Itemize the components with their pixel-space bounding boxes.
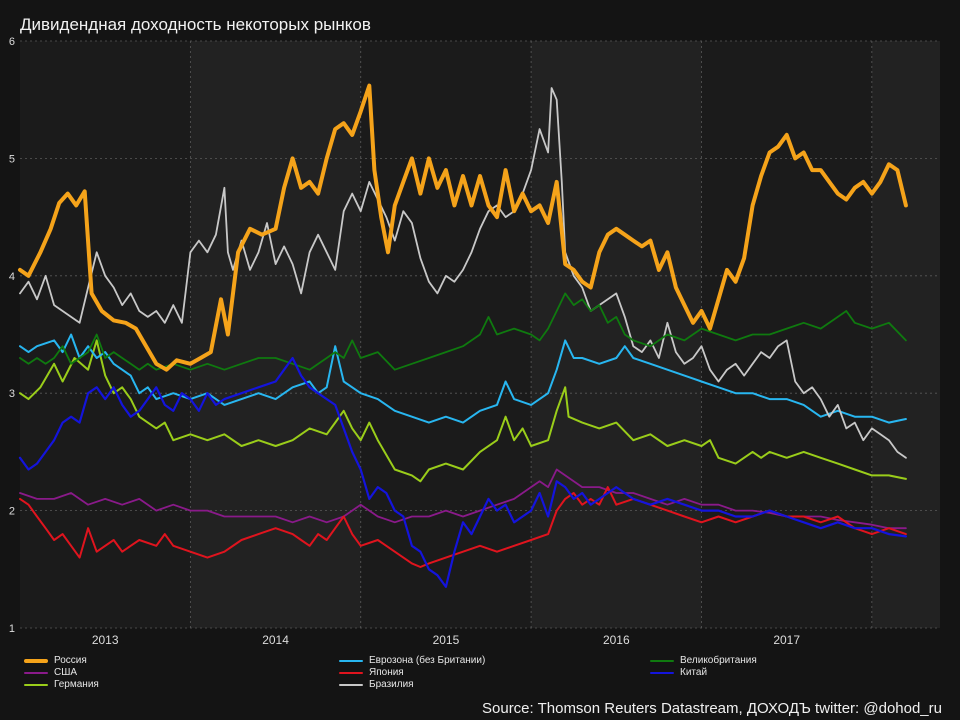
legend-swatch — [339, 659, 363, 662]
series-line — [19, 486, 907, 568]
y-tick-label: 5 — [9, 153, 15, 165]
legend-item: Бразилия — [339, 679, 414, 690]
x-tick-label: 2014 — [262, 633, 289, 647]
legend-item: Великобритания — [650, 655, 757, 666]
legend-item: Япония — [339, 667, 404, 678]
legend-item: Еврозона (без Британии) — [339, 655, 485, 666]
y-axis: 1 2 3 4 5 6 — [9, 36, 15, 635]
legend-label: Великобритания — [680, 655, 757, 666]
series-line — [19, 87, 907, 459]
series-group — [18, 83, 908, 588]
legend-label: Китай — [680, 667, 708, 678]
legend-label: Германия — [54, 679, 99, 690]
series-line — [18, 83, 908, 372]
legend-label: Еврозона (без Британии) — [369, 655, 486, 666]
legend-swatch — [339, 671, 363, 674]
legend-swatch — [24, 683, 48, 686]
y-tick-label: 3 — [9, 388, 15, 400]
line-chart: 1 2 3 4 5 6 2013 2014 2015 2016 2017 — [9, 36, 940, 647]
chart-title: Дивидендная доходность некоторых рынков — [20, 15, 371, 34]
x-tick-label: 2015 — [433, 633, 460, 647]
x-tick-label: 2016 — [603, 633, 630, 647]
legend-label: США — [54, 667, 78, 678]
y-tick-label: 2 — [9, 506, 15, 518]
series-line — [19, 292, 907, 371]
year-band — [20, 41, 191, 628]
series-line — [19, 333, 907, 424]
series-line — [18, 356, 907, 588]
x-axis: 2013 2014 2015 2016 2017 — [92, 633, 801, 647]
y-tick-label: 1 — [9, 623, 15, 635]
year-band — [531, 41, 702, 628]
legend-item: Россия — [24, 655, 87, 666]
chart-legend: Россия США Германия Еврозона (без Британии)… — [24, 655, 944, 695]
legend-item: Германия — [24, 679, 99, 690]
legend-swatch — [650, 659, 674, 662]
legend-item: Китай — [650, 667, 707, 678]
y-tick-label: 4 — [9, 271, 15, 283]
y-tick-label: 6 — [9, 36, 15, 48]
legend-label: Япония — [369, 667, 404, 678]
legend-swatch — [24, 658, 48, 663]
legend-swatch — [339, 683, 363, 686]
legend-item: США — [24, 667, 77, 678]
series-line — [19, 339, 907, 483]
legend-swatch — [24, 671, 48, 674]
legend-label: Бразилия — [369, 679, 414, 690]
legend-swatch — [650, 671, 674, 674]
x-tick-label: 2013 — [92, 633, 119, 647]
x-tick-label: 2017 — [773, 633, 800, 647]
year-band — [360, 41, 532, 628]
legend-label: Россия — [54, 655, 87, 666]
year-band — [871, 41, 940, 628]
source-note: Source: Thomson Reuters Datastream, ДОХО… — [482, 700, 942, 717]
year-band — [701, 41, 872, 628]
series-line — [19, 468, 907, 530]
